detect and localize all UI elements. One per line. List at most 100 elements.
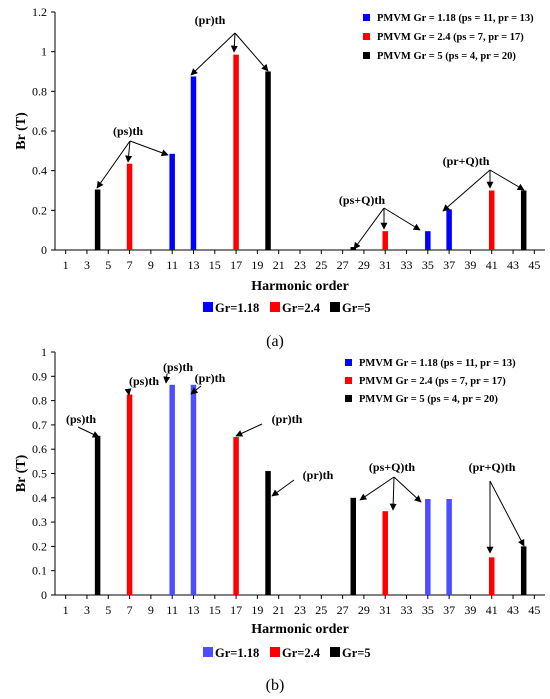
annotation-label: (pr+Q)th xyxy=(469,460,516,474)
annotation-label: (ps)th xyxy=(163,360,193,374)
x-tick-label: 43 xyxy=(507,603,519,617)
y-tick-label: 0.8 xyxy=(32,84,47,98)
annotation-label: (pr)th xyxy=(195,13,226,27)
annotation-arrow xyxy=(124,388,132,396)
annotation-arrow xyxy=(353,207,385,250)
annotation-arrow xyxy=(235,423,263,437)
y-tick-label: 0.2 xyxy=(32,203,47,217)
annotation-label: (pr+Q)th xyxy=(443,154,490,168)
x-tick-label: 3 xyxy=(84,603,90,617)
annotation-arrow xyxy=(190,385,202,395)
chart-a: 00.20.40.60.811.21 3 5 7 9 11 13 15 17 19 21 23 25 27… xyxy=(14,5,545,350)
x-tick-label: 33 xyxy=(401,603,413,617)
bar xyxy=(169,384,175,595)
bottom-legend-label: Gr=1.18 xyxy=(215,646,259,660)
x-tick-label: 25 xyxy=(315,603,327,617)
x-tick-label: 1 xyxy=(63,258,69,272)
x-tick-label: 25 xyxy=(315,258,327,272)
x-tick-label: 31 xyxy=(379,258,391,272)
bar xyxy=(190,384,197,595)
y-tick-label: 0 xyxy=(41,588,47,602)
x-tick-label: 15 xyxy=(209,258,221,272)
bar xyxy=(488,557,495,595)
x-tick-label: 17 xyxy=(230,603,242,617)
y-tick-label: 0.7 xyxy=(32,418,47,432)
bar xyxy=(350,247,357,250)
x-tick-label: 39 xyxy=(464,258,476,272)
legend-entry: PMVM Gr = 5 (ps = 4, pr = 20) xyxy=(359,394,498,405)
y-axis-title: Br (T) xyxy=(14,112,29,150)
x-tick-label: 23 xyxy=(294,603,306,617)
bar xyxy=(233,54,239,251)
annotation-label: (ps)th xyxy=(113,124,143,138)
x-tick-label: 29 xyxy=(358,603,370,617)
annotation-label: (pr)th xyxy=(303,468,334,482)
annotation-arrow xyxy=(271,479,295,497)
y-tick-label: 0.8 xyxy=(32,394,47,408)
legend-swatch xyxy=(345,377,352,384)
x-tick-label: 13 xyxy=(187,258,199,272)
figure-caption: (b) xyxy=(266,677,285,694)
bar xyxy=(446,209,452,250)
x-tick-label: 31 xyxy=(379,603,391,617)
bar xyxy=(425,231,431,250)
annotation-arrow xyxy=(77,426,100,438)
y-tick-label: 0.6 xyxy=(32,442,47,456)
y-tick-label: 0.2 xyxy=(32,539,47,553)
annotation-arrow xyxy=(96,140,131,189)
x-tick-label: 29 xyxy=(358,258,370,272)
bottom-legend-label: Gr=2.4 xyxy=(282,646,321,660)
bar xyxy=(265,471,271,595)
bar xyxy=(190,76,197,250)
bottom-legend-swatch xyxy=(270,647,280,657)
x-tick-label: 9 xyxy=(148,258,154,272)
y-tick-label: 0.9 xyxy=(32,369,47,383)
bar xyxy=(169,153,175,250)
legend-entry: PMVM Gr = 1.18 (ps = 11, pr = 13) xyxy=(359,358,516,369)
x-tick-label: 27 xyxy=(337,603,349,617)
bottom-legend-label: Gr=5 xyxy=(342,646,371,660)
x-tick-label: 7 xyxy=(127,603,133,617)
x-tick-label: 19 xyxy=(251,258,263,272)
x-tick-label: 5 xyxy=(105,258,111,272)
y-tick-label: 1 xyxy=(41,45,47,59)
x-tick-label: 37 xyxy=(443,258,455,272)
x-tick-label: 35 xyxy=(422,258,434,272)
x-tick-label: 7 xyxy=(127,258,133,272)
annotation-arrow xyxy=(125,140,133,163)
y-tick-label: 1 xyxy=(41,345,47,359)
x-tick-label: 11 xyxy=(166,603,178,617)
annotation-label: (ps+Q)th xyxy=(369,460,416,474)
annotation-arrow xyxy=(230,32,238,53)
x-tick-label: 17 xyxy=(230,258,242,272)
bottom-legend-swatch xyxy=(203,647,213,657)
annotation-arrow xyxy=(489,480,525,547)
x-tick-label: 3 xyxy=(84,258,90,272)
x-tick-label: 33 xyxy=(401,258,413,272)
x-tick-label: 23 xyxy=(294,258,306,272)
annotation-label: (ps+Q)th xyxy=(339,193,386,207)
annotation-arrow xyxy=(442,169,491,212)
legend-entry: PMVM Gr = 2.4 (ps = 7, pr = 17) xyxy=(377,32,524,43)
legend-swatch xyxy=(345,359,352,366)
bar xyxy=(382,511,388,595)
legend-swatch xyxy=(363,14,370,21)
bar xyxy=(446,499,452,595)
legend-entry: PMVM Gr = 1.18 (ps = 11, pr = 13) xyxy=(377,13,534,24)
y-tick-label: 0.3 xyxy=(32,515,47,529)
bottom-legend-label: Gr=1.18 xyxy=(215,301,259,315)
annotation-arrow xyxy=(359,476,395,501)
x-tick-label: 45 xyxy=(528,258,540,272)
bar xyxy=(94,189,101,250)
x-tick-label: 11 xyxy=(166,258,178,272)
annotation-label: (pr)th xyxy=(195,371,226,385)
bar xyxy=(350,497,357,595)
y-tick-label: 1.2 xyxy=(32,5,47,19)
x-tick-label: 5 xyxy=(105,603,111,617)
x-tick-label: 21 xyxy=(273,603,285,617)
x-tick-label: 37 xyxy=(443,603,455,617)
bar xyxy=(520,190,527,250)
x-tick-label: 45 xyxy=(528,603,540,617)
y-tick-label: 0.5 xyxy=(32,467,47,481)
